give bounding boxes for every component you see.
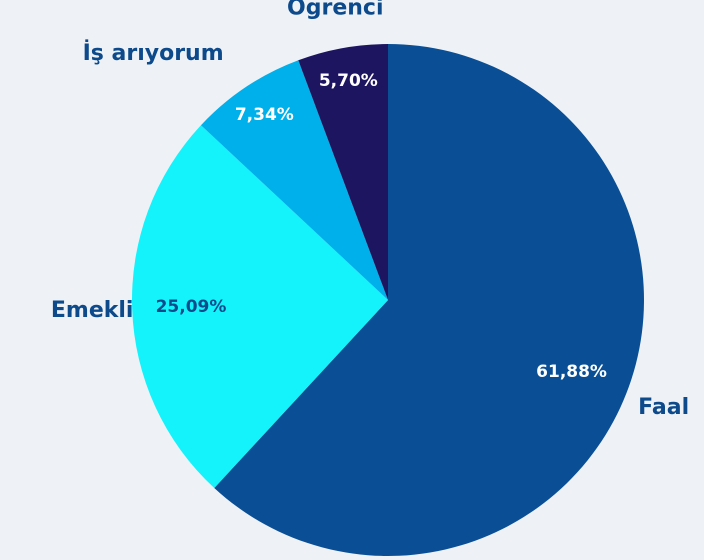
category-label: Faal [638,395,689,420]
value-label: 5,70% [319,71,378,91]
pie-slice [131,125,388,488]
value-label: 61,88% [536,362,607,382]
category-label: Emekli [51,298,134,323]
pie-slice [298,44,388,300]
value-label: 7,34% [235,105,294,125]
value-label: 25,09% [156,297,227,317]
category-label: İş arıyorum [83,40,224,66]
pie-slice [200,60,388,300]
pie-slice [214,44,644,556]
category-label: Öğrenci [287,0,383,21]
